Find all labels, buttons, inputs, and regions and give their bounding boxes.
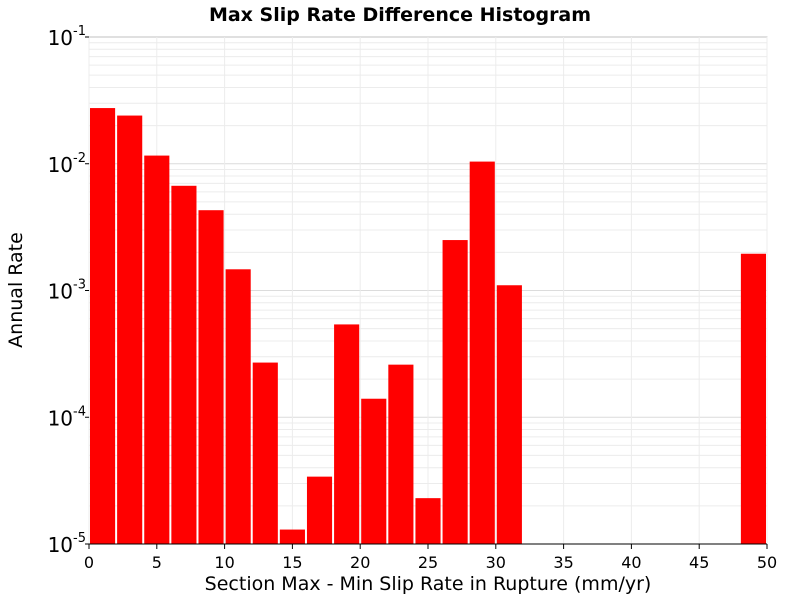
y-tick-label: 10-5 bbox=[48, 531, 86, 557]
x-tick-label: 10 bbox=[214, 553, 234, 572]
x-tick-label: 0 bbox=[84, 553, 94, 572]
y-tick-label: 10-2 bbox=[48, 151, 86, 177]
histogram-bar bbox=[388, 364, 414, 544]
histogram-bar bbox=[469, 161, 495, 545]
histogram-bar bbox=[225, 269, 251, 544]
histogram-bar bbox=[334, 324, 360, 544]
y-tick-labels: 10-1 10-2 10-3 10-4 10-5 bbox=[48, 24, 89, 557]
x-tick-label: 40 bbox=[621, 553, 641, 572]
histogram-bar bbox=[198, 210, 224, 544]
x-tick-label: 5 bbox=[152, 553, 162, 572]
x-tick-label: 45 bbox=[689, 553, 709, 572]
x-tick-label: 25 bbox=[418, 553, 438, 572]
x-tick-labels: 0 5 10 15 20 25 30 35 40 45 50 bbox=[84, 544, 777, 572]
histogram-bar bbox=[361, 398, 387, 544]
x-tick-label: 30 bbox=[486, 553, 506, 572]
histogram-bar bbox=[117, 115, 143, 544]
chart-title: Max Slip Rate Difference Histogram bbox=[209, 4, 591, 26]
histogram-bar bbox=[90, 108, 116, 545]
histogram-bar bbox=[415, 498, 441, 544]
x-tick-label: 35 bbox=[553, 553, 573, 572]
x-tick-label: 50 bbox=[757, 553, 777, 572]
bars-group bbox=[90, 108, 766, 545]
y-axis-label: Annual Rate bbox=[5, 232, 27, 348]
x-tick-label: 15 bbox=[282, 553, 302, 572]
histogram-bar bbox=[171, 185, 197, 544]
y-tick-label: 10-4 bbox=[48, 404, 86, 430]
histogram-bar bbox=[279, 529, 305, 544]
histogram-bar bbox=[306, 476, 333, 544]
y-tick-label: 10-1 bbox=[48, 24, 86, 50]
histogram-bar bbox=[442, 240, 468, 545]
x-axis-label: Section Max - Min Slip Rate in Rupture (… bbox=[205, 573, 652, 595]
histogram-bar bbox=[740, 253, 766, 545]
histogram-bar bbox=[144, 155, 170, 544]
histogram-bar bbox=[252, 362, 278, 544]
x-tick-label: 20 bbox=[350, 553, 370, 572]
y-tick-label: 10-3 bbox=[48, 278, 86, 304]
histogram-bar bbox=[496, 285, 522, 544]
